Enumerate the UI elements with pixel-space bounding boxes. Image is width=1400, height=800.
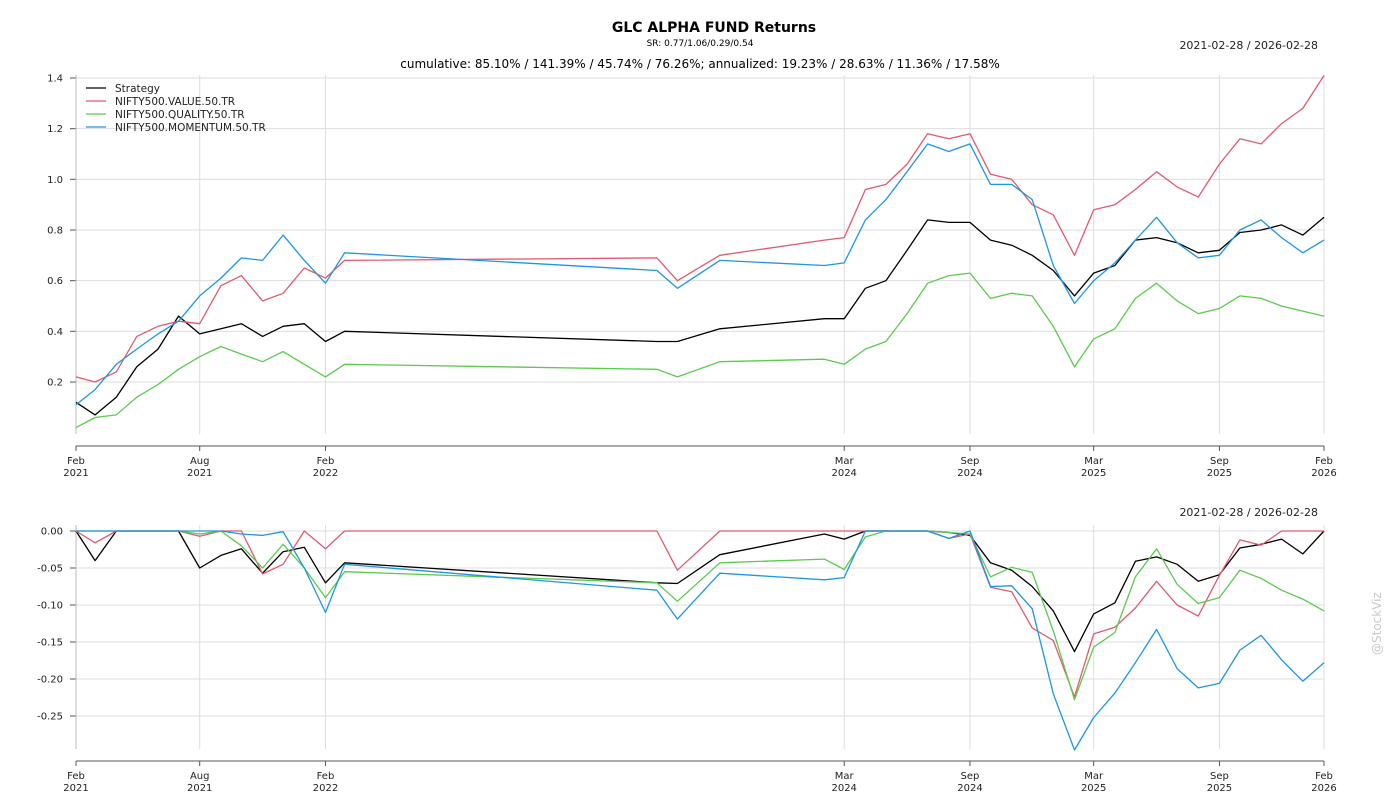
x-tick-label: 2024 [831,468,856,479]
legend-label: Strategy [115,83,160,95]
y-tick-label: -0.20 [37,675,63,686]
x-tick-label: Feb [1315,771,1333,782]
series-line-nifty500-value-50-tr [75,75,1325,383]
series-line-nifty500-momentum-50-tr [75,143,1325,406]
drawdown-chart: 0.00-0.05-0.10-0.15-0.20-0.25Feb2021Aug2… [37,525,1337,794]
x-tick-label: Feb [317,771,335,782]
y-tick-label: -0.10 [37,601,63,612]
series-line-nifty500-quality-50-tr [76,530,1325,701]
x-tick-label: Sep [961,771,980,782]
legend-label: NIFTY500.MOMENTUM.50.TR [115,122,266,134]
y-tick-label: 0.4 [47,327,63,338]
date-range-bottom: 2021-02-28 / 2026-02-28 [1179,506,1318,519]
x-tick-label: Aug [190,456,210,467]
x-tick-label: 2025 [1081,468,1106,479]
x-tick-label: Feb [317,456,335,467]
x-tick-label: 2021 [187,468,212,479]
cumulative-returns-chart: 0.20.40.60.81.01.21.4Feb2021Aug2021Feb20… [47,74,1337,480]
legend: StrategyNIFTY500.VALUE.50.TRNIFTY500.QUA… [86,83,266,134]
y-tick-label: 1.0 [47,175,63,186]
x-tick-label: Sep [1210,771,1229,782]
x-tick-label: 2021 [63,783,88,794]
y-tick-label: 0.2 [47,378,63,389]
sharpe-ratio-text: SR: 0.77/1.06/0.29/0.54 [646,39,754,49]
x-tick-label: 2026 [1311,468,1336,479]
x-tick-label: 2026 [1311,783,1336,794]
legend-label: NIFTY500.QUALITY.50.TR [115,109,245,121]
series-line-nifty500-value-50-tr [75,530,1324,698]
y-tick-label: -0.15 [37,638,63,649]
x-tick-label: 2024 [957,783,982,794]
series-line-strategy [75,216,1325,416]
y-tick-label: 1.2 [47,124,63,135]
x-tick-label: 2024 [831,783,856,794]
x-tick-label: 2025 [1081,783,1106,794]
legend-label: NIFTY500.VALUE.50.TR [115,96,235,108]
x-tick-label: Feb [67,771,85,782]
x-tick-label: Sep [961,456,980,467]
page-title: GLC ALPHA FUND Returns [611,20,817,36]
y-tick-label: 1.4 [47,74,63,85]
series-line-nifty500-quality-50-tr [75,272,1325,429]
x-tick-label: 2024 [957,468,982,479]
series-line-nifty500-momentum-50-tr [76,530,1325,751]
returns-summary: cumulative: 85.10% / 141.39% / 45.74% / … [400,57,1000,71]
x-tick-label: Mar [1084,771,1104,782]
y-tick-label: 0.8 [47,226,63,237]
y-tick-label: 0.6 [47,276,63,287]
x-tick-label: Aug [190,771,210,782]
x-tick-label: 2022 [313,783,338,794]
x-tick-label: Sep [1210,456,1229,467]
x-tick-label: Mar [835,456,855,467]
x-tick-label: Feb [67,456,85,467]
x-tick-label: 2025 [1207,468,1232,479]
date-range-top: 2021-02-28 / 2026-02-28 [1179,39,1318,52]
x-tick-label: Mar [835,771,855,782]
x-tick-label: 2022 [313,468,338,479]
y-tick-label: -0.25 [37,712,63,723]
x-tick-label: 2025 [1207,783,1232,794]
y-tick-label: -0.05 [37,564,63,575]
x-tick-label: 2021 [63,468,88,479]
x-tick-label: Feb [1315,456,1333,467]
y-tick-label: 0.00 [41,527,63,538]
x-tick-label: Mar [1084,456,1104,467]
x-tick-label: 2021 [187,783,212,794]
